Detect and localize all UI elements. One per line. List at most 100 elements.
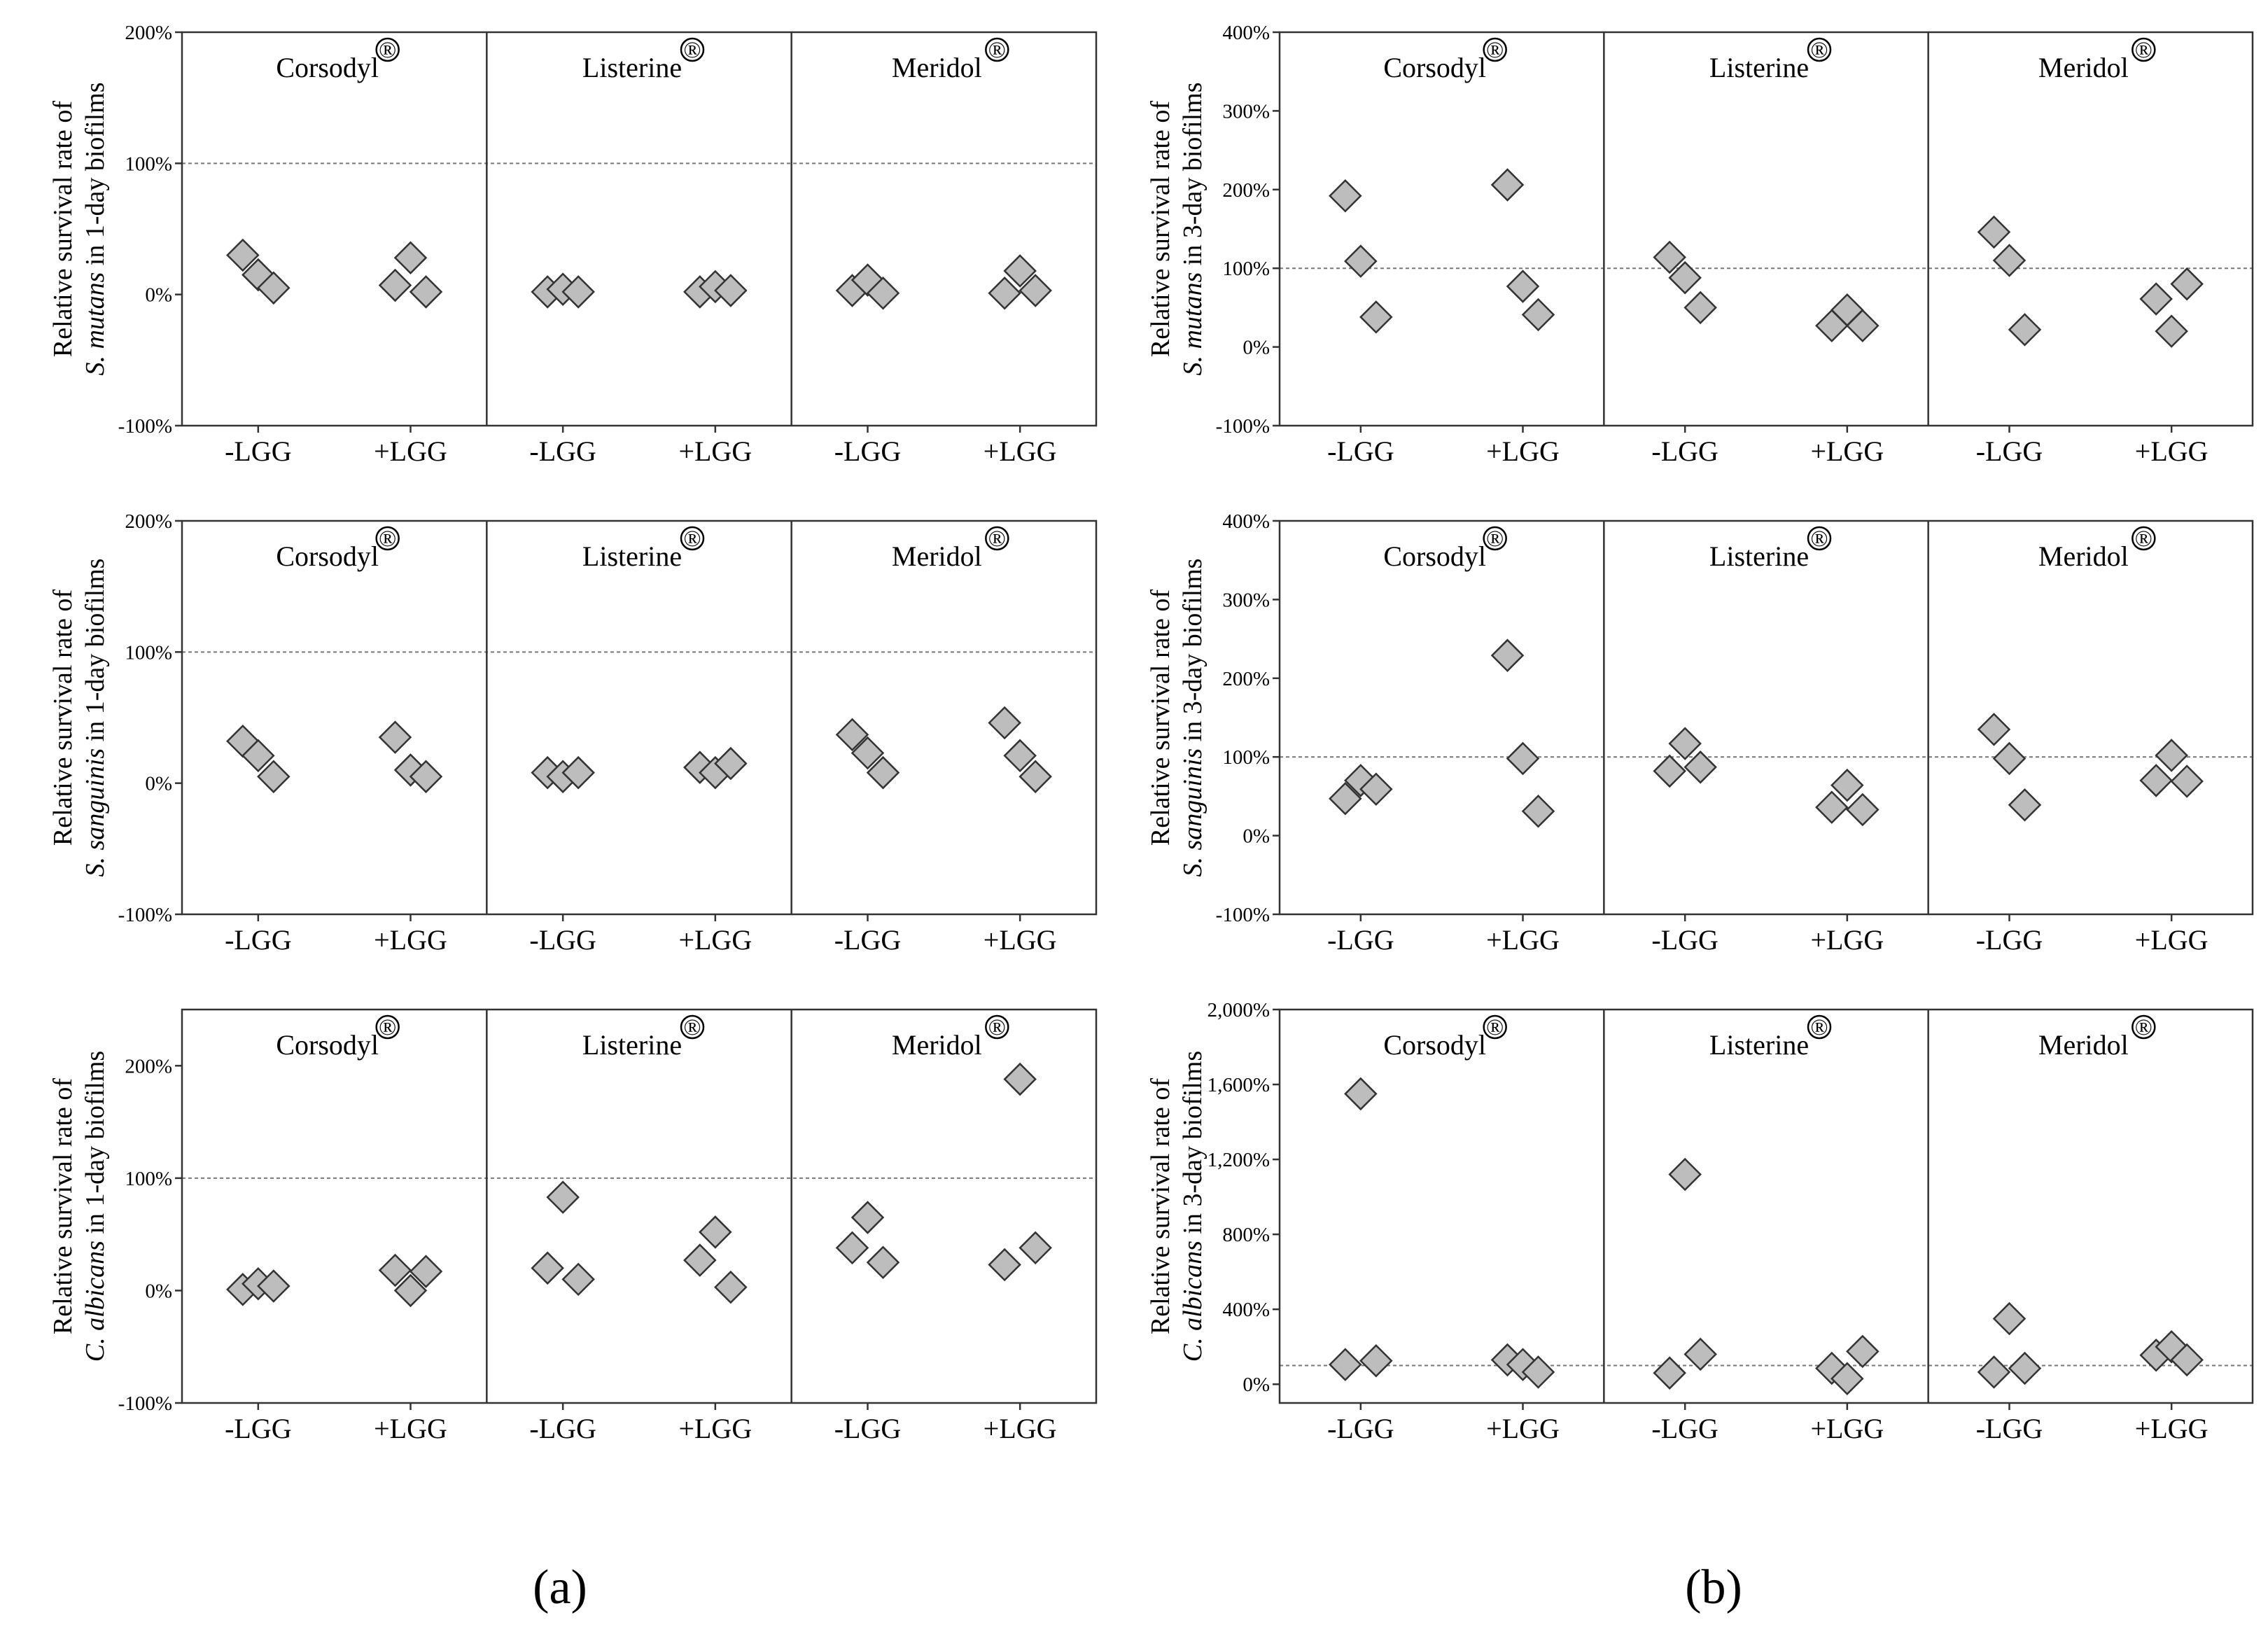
- y-axis-label-organism: S. sanguinis: [80, 748, 110, 877]
- y-tick-label: 200%: [1222, 179, 1270, 202]
- data-point: [1359, 1344, 1393, 1378]
- data-point: [1329, 179, 1362, 213]
- y-tick-label: 200%: [125, 1055, 172, 1077]
- data-point: [1329, 1348, 1362, 1381]
- chart-a1: -100% 0% 100% 200% Relative survival rate of…: [48, 22, 1098, 467]
- product-label: Meridol: [2038, 52, 2129, 83]
- data-point: [1977, 713, 2011, 746]
- y-tick-label: 0%: [145, 773, 172, 795]
- data-point: [988, 706, 1021, 740]
- y-axis-label-line1: Relative survival rate of: [1146, 589, 1175, 846]
- data-point: [988, 1248, 1021, 1282]
- category-label: +LGG: [2135, 1413, 2208, 1444]
- category-label: +LGG: [374, 435, 447, 467]
- y-axis-label-line2: S. sanguinis in 3-day biofilms: [1178, 559, 1208, 877]
- y-tick-label: 200%: [125, 510, 172, 533]
- data-point: [241, 739, 275, 773]
- category-label: +LGG: [374, 924, 447, 956]
- category-label: -LGG: [1976, 924, 2043, 956]
- registered-mark-circle: [2132, 37, 2156, 62]
- data-point: [2155, 314, 2188, 348]
- data-point: [1003, 254, 1037, 288]
- data-point: [1684, 291, 1717, 325]
- y-axis-label-organism: S. mutans: [1178, 272, 1208, 376]
- charts-layer: -100% 0% 100% 200% Relative survival rate of…: [48, 22, 2254, 1444]
- product-label: Meridol: [892, 52, 982, 83]
- category-label: -LGG: [225, 924, 292, 956]
- registered-mark: ®: [988, 38, 1006, 63]
- product-label: Corsodyl: [1383, 52, 1486, 83]
- data-point: [866, 1245, 900, 1280]
- registered-mark-circle: [375, 37, 400, 62]
- data-point: [866, 277, 900, 310]
- plot-frame: [181, 1008, 1098, 1404]
- data-point: [257, 760, 290, 794]
- category-label: +LGG: [983, 435, 1057, 467]
- data-point: [1846, 1334, 1879, 1369]
- data-point: [1506, 741, 1540, 776]
- y-tick-label: 400%: [1222, 510, 1270, 533]
- registered-mark: ®: [379, 526, 396, 552]
- category-label: -LGG: [1327, 435, 1394, 467]
- registered-mark: ®: [1486, 38, 1504, 63]
- y-tick-label: 100%: [125, 1168, 172, 1190]
- y-tick-label: 0%: [1242, 825, 1270, 848]
- category-label: -LGG: [1651, 435, 1718, 467]
- data-point: [409, 275, 443, 309]
- data-point: [257, 1269, 290, 1303]
- y-tick-label: 100%: [125, 153, 172, 175]
- registered-mark-circle: [985, 37, 1009, 62]
- data-point: [1018, 760, 1052, 794]
- data-point: [1521, 298, 1555, 332]
- data-point: [561, 1262, 595, 1297]
- data-point: [2008, 313, 2042, 347]
- category-label: +LGG: [983, 924, 1057, 956]
- y-axis-label-line2: S. mutans in 3-day biofilms: [1178, 82, 1208, 375]
- product-label: Corsodyl: [1383, 540, 1486, 572]
- product-label: Listerine: [582, 540, 682, 572]
- data-point: [1668, 1157, 1702, 1192]
- data-point: [699, 1215, 732, 1249]
- y-tick-label: 200%: [125, 22, 172, 44]
- category-label: +LGG: [678, 1413, 752, 1444]
- y-tick-label: 1,600%: [1208, 1074, 1270, 1096]
- registered-mark-circle: [2132, 526, 2156, 551]
- data-point: [835, 718, 869, 752]
- data-point: [1359, 300, 1393, 334]
- y-axis-label-rest: in 1-day biofilms: [80, 1051, 110, 1241]
- data-point: [2139, 764, 2173, 797]
- data-point: [2008, 1351, 2042, 1385]
- category-label: -LGG: [1327, 924, 1394, 956]
- data-point: [714, 746, 748, 781]
- plot-frame: [181, 519, 1098, 916]
- data-point: [1684, 750, 1717, 784]
- data-point: [1490, 638, 1525, 672]
- data-point: [1344, 1077, 1378, 1111]
- y-tick-label: -100%: [1216, 904, 1270, 926]
- category-label: +LGG: [1486, 435, 1560, 467]
- category-label: +LGG: [1486, 924, 1560, 956]
- registered-mark: ®: [1486, 526, 1504, 552]
- product-label: Corsodyl: [276, 52, 379, 83]
- data-point: [850, 736, 885, 770]
- registered-mark-circle: [375, 526, 400, 551]
- y-tick-label: 1,200%: [1208, 1149, 1270, 1171]
- registered-mark: ®: [1810, 1015, 1828, 1040]
- registered-mark: ®: [1486, 1015, 1504, 1040]
- y-axis-label-organism: S. mutans: [80, 272, 110, 376]
- registered-mark-circle: [1807, 526, 1832, 551]
- data-point: [1018, 1231, 1052, 1265]
- category-label: +LGG: [678, 924, 752, 956]
- category-label: -LGG: [529, 1413, 596, 1444]
- registered-mark-circle: [1483, 526, 1507, 551]
- data-point: [1653, 240, 1686, 274]
- y-axis-label-line2: C. albicans in 3-day biofilms: [1178, 1051, 1208, 1362]
- data-point: [257, 271, 290, 305]
- y-tick-label: 0%: [1242, 1374, 1270, 1396]
- product-label: Listerine: [582, 1029, 682, 1061]
- y-tick-label: 800%: [1222, 1224, 1270, 1246]
- registered-mark-circle: [1807, 37, 1832, 62]
- category-label: +LGG: [1810, 924, 1884, 956]
- y-axis-label-line1: Relative survival rate of: [48, 101, 78, 357]
